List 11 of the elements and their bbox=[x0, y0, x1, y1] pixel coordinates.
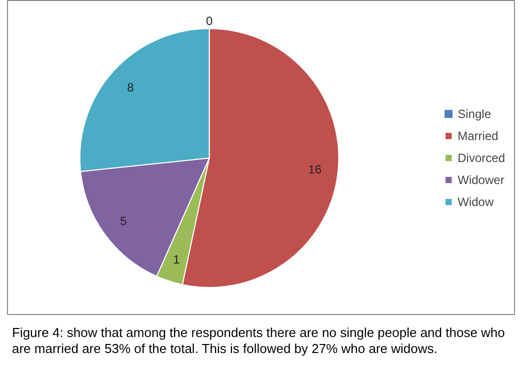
legend-label: Married bbox=[458, 128, 498, 142]
data-label: 5 bbox=[120, 214, 128, 228]
text: 0 bbox=[206, 14, 213, 28]
legend-label: Widow bbox=[458, 194, 494, 208]
legend-label: Widower bbox=[458, 172, 504, 186]
legend-label: Single bbox=[458, 106, 491, 120]
legend-label: Divorced bbox=[458, 150, 505, 164]
data-label: 1 bbox=[173, 252, 180, 267]
caption: Figure 4: show that among the respondents there are no single people and those who are married are 53% of the total. This is followed by 27% who are widows. bbox=[12, 325, 506, 358]
data-label: 16 bbox=[308, 162, 322, 177]
data-label: 8 bbox=[127, 80, 134, 94]
